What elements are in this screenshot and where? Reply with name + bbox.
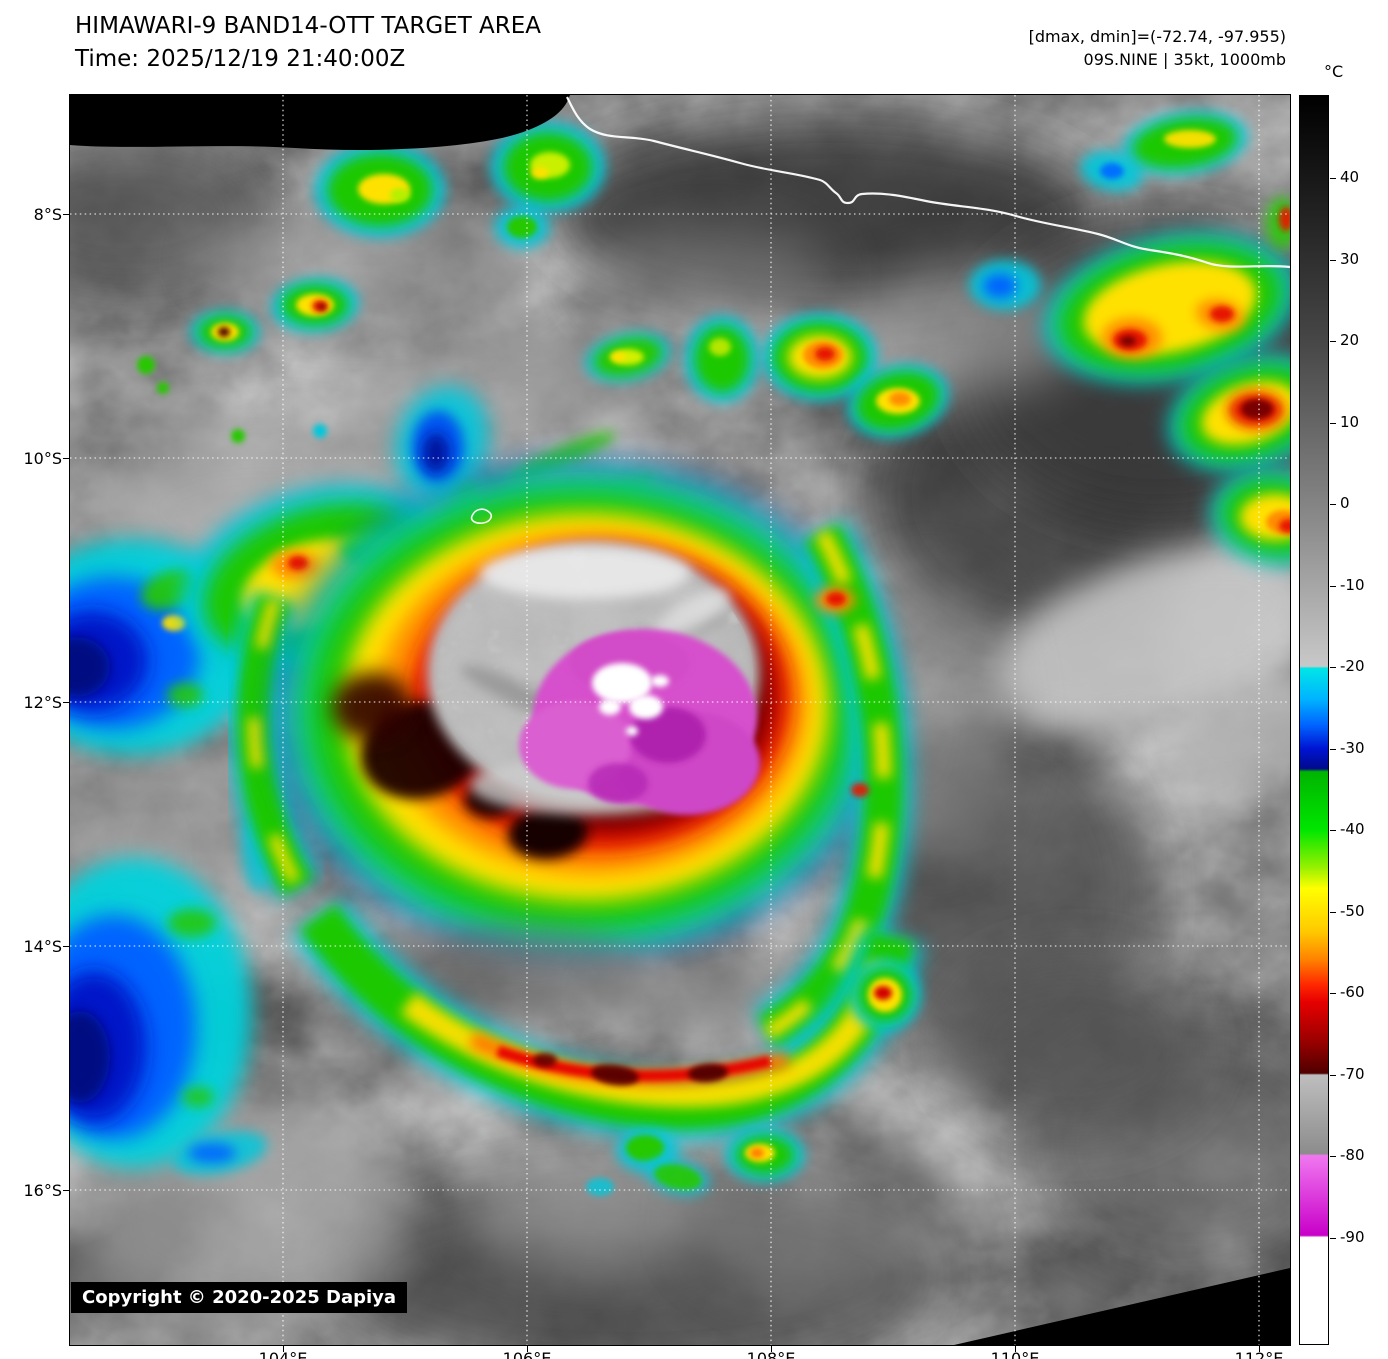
page-title: HIMAWARI-9 BAND14-OTT TARGET AREA (75, 13, 542, 39)
cyclone-cold-core (519, 629, 760, 815)
colorbar-tick-label: -60 (1340, 983, 1365, 1001)
colorbar-tick-label: -50 (1340, 902, 1365, 920)
lon-tick-label: 106°E (502, 1349, 552, 1359)
colorbar-tick-label: 30 (1340, 250, 1360, 268)
lon-axis-tick (1259, 1346, 1260, 1352)
south-cells (586, 1128, 805, 1196)
lat-axis-tick (63, 702, 70, 703)
colorbar-tick-label: 20 (1340, 331, 1360, 349)
lon-axis-tick (771, 1346, 772, 1352)
colorbar-tick-label: -70 (1340, 1065, 1365, 1083)
colorbar-tick (1330, 830, 1336, 831)
lat-axis-tick (63, 458, 70, 459)
colorbar-gradient (1299, 95, 1329, 1345)
colorbar-tick (1330, 993, 1336, 994)
colorbar-tick (1330, 912, 1336, 913)
lat-tick-label: 10°S (23, 449, 62, 468)
colorbar-tick-label: -10 (1340, 576, 1365, 594)
map-area: Copyright © 2020-2025 Dapiya (69, 94, 1291, 1346)
colorbar-tick-label: -90 (1340, 1228, 1365, 1246)
south-rainband (290, 897, 925, 1141)
colorbar-tick-label: -80 (1340, 1146, 1365, 1164)
colorbar-tick (1330, 749, 1336, 750)
island-outline (470, 508, 492, 524)
timestamp: Time: 2025/12/19 21:40:00Z (75, 46, 406, 72)
colorbar-tick (1330, 260, 1336, 261)
lon-axis-tick (283, 1346, 284, 1352)
storm-info: 09S.NINE | 35kt, 1000mb (1083, 50, 1286, 69)
lat-axis-tick (63, 1190, 70, 1191)
colorbar-tick (1330, 1238, 1336, 1239)
lon-tick-label: 110°E (990, 1349, 1040, 1359)
colorbar-tick (1330, 586, 1336, 587)
colorbar-tick (1330, 1156, 1336, 1157)
lat-tick-label: 16°S (23, 1181, 62, 1200)
dmax-dmin-readout: [dmax, dmin]=(-72.74, -97.955) (1028, 27, 1286, 46)
colorbar-tick-label: -30 (1340, 739, 1365, 757)
colorbar-unit-label: °C (1324, 62, 1344, 81)
colorbar-tick-label: -40 (1340, 820, 1365, 838)
copyright-label: Copyright © 2020-2025 Dapiya (71, 1282, 408, 1313)
east-rainband (752, 519, 913, 1059)
lon-axis-tick (527, 1346, 528, 1352)
cyclone (274, 460, 886, 960)
lon-tick-label: 108°E (746, 1349, 796, 1359)
scan-edges (70, 95, 1290, 1345)
colorbar-tick (1330, 423, 1336, 424)
colorbar-tick (1330, 1075, 1336, 1076)
colorbar-tick-label: -20 (1340, 657, 1365, 675)
colorbar-tick-label: 0 (1340, 494, 1350, 512)
colorbar-tick (1330, 341, 1336, 342)
lat-axis-tick (63, 214, 70, 215)
colorbar-tick-label: 40 (1340, 168, 1360, 186)
satellite-image (70, 95, 1290, 1345)
lon-axis-tick (1015, 1346, 1016, 1352)
lon-tick-label: 104°E (258, 1349, 308, 1359)
colorbar-tick-label: 10 (1340, 413, 1360, 431)
colorbar-tick (1330, 504, 1336, 505)
lon-tick-label: 112°E (1234, 1349, 1284, 1359)
lat-tick-label: 12°S (23, 693, 62, 712)
lat-axis-tick (63, 946, 70, 947)
colorbar-tick (1330, 667, 1336, 668)
cloud-gap-2 (590, 960, 790, 1030)
lat-tick-label: 8°S (33, 205, 62, 224)
coastline (470, 96, 1290, 524)
scattered-convection-north (137, 121, 950, 443)
lat-tick-label: 14°S (23, 937, 62, 956)
northeast-convection (969, 110, 1290, 565)
colorbar-tick (1330, 178, 1336, 179)
